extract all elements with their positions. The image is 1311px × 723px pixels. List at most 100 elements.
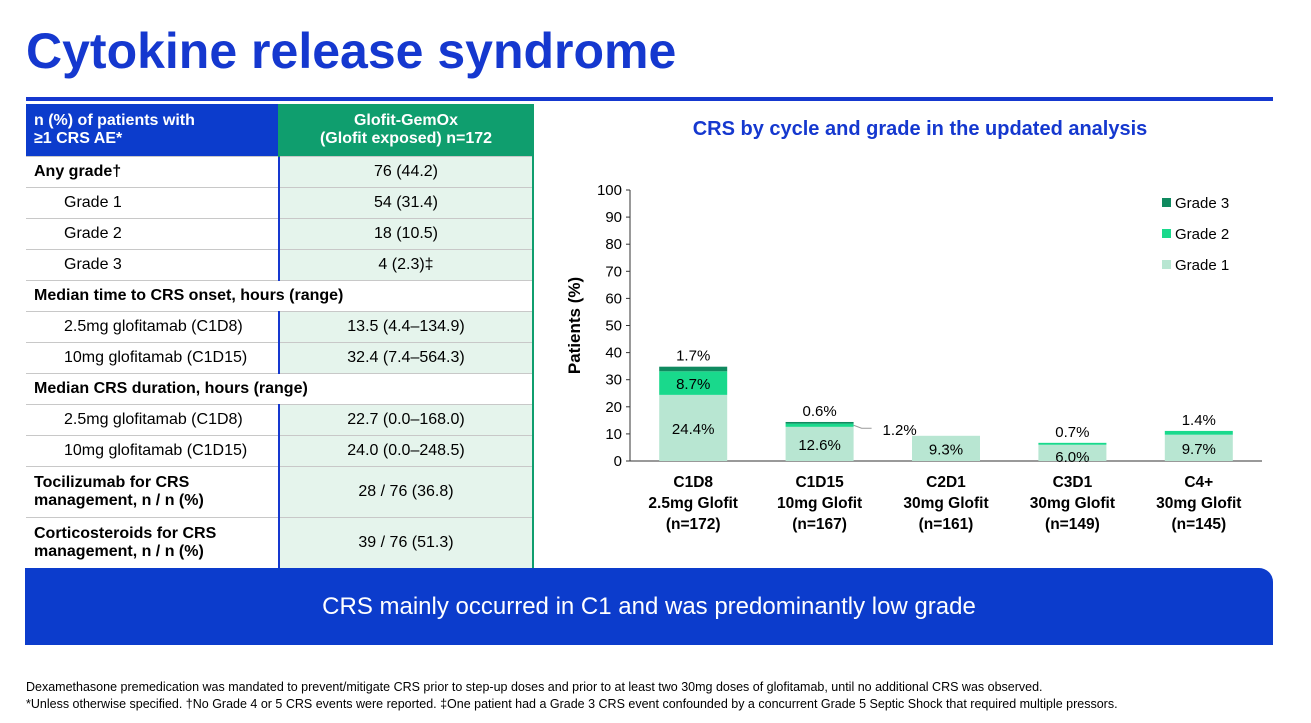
y-tick-label: 30 <box>605 372 622 389</box>
row-label: 2.5mg glofitamab (C1D8) <box>26 311 279 343</box>
title-divider <box>26 97 1273 101</box>
y-tick-label: 40 <box>605 345 622 362</box>
header-left-line: n (%) of patients with <box>34 111 195 129</box>
header-left-line: ≥1 CRS AE* <box>34 129 123 147</box>
row-label: Grade 2 <box>26 218 279 250</box>
leader-line <box>853 424 872 429</box>
row-label: Grade 1 <box>26 187 279 219</box>
header-right: Glofit-GemOx (Glofit exposed) n=172 <box>278 104 534 157</box>
legend-swatch <box>1162 229 1171 238</box>
row-label: 10mg glofitamab (C1D15) <box>26 342 279 374</box>
row-label: Tocilizumab for CRS management, n / n (%… <box>26 466 279 518</box>
data-label: 0.6% <box>802 403 836 420</box>
row-label: Median time to CRS onset, hours (range) <box>26 280 534 312</box>
row-label: Any grade† <box>26 156 279 188</box>
row-value: 18 (10.5) <box>278 218 534 250</box>
y-tick-label: 100 <box>597 182 622 199</box>
x-tick-label: 10mg Glofit <box>777 495 862 512</box>
x-tick-label: C2D1 <box>926 474 966 491</box>
bar-grade-1 <box>912 435 980 461</box>
table-header: n (%) of patients with ≥1 CRS AE* Glofit-… <box>26 104 534 157</box>
data-label: 12.6% <box>798 437 841 454</box>
table-row: Corticosteroids for CRS management, n / … <box>26 517 534 569</box>
bar-grade-3 <box>785 421 854 424</box>
x-tick-label: 2.5mg Glofit <box>648 495 738 512</box>
data-label: 6.0% <box>1055 449 1089 466</box>
x-tick-label: 30mg Glofit <box>1156 495 1241 512</box>
y-tick-label: 60 <box>605 290 622 307</box>
data-label: 9.3% <box>929 441 963 458</box>
header-right-line: (Glofit exposed) n=172 <box>319 129 493 147</box>
data-label: 0.7% <box>1055 424 1089 441</box>
bar-grade-1 <box>1038 444 1107 461</box>
y-tick-label: 70 <box>605 263 622 280</box>
x-tick-label: (n=161) <box>919 516 974 533</box>
row-value: 13.5 (4.4–134.9) <box>278 311 534 343</box>
table-row: 2.5mg glofitamab (C1D8) 22.7 (0.0–168.0) <box>26 404 534 436</box>
row-label: Corticosteroids for CRS management, n / … <box>26 517 279 569</box>
summary-banner: CRS mainly occurred in C1 and was predom… <box>25 568 1273 645</box>
chart-title: CRS by cycle and grade in the updated an… <box>692 118 1148 140</box>
table-row: 10mg glofitamab (C1D15) 32.4 (7.4–564.3) <box>26 342 534 374</box>
row-value: 24.0 (0.0–248.5) <box>278 435 534 467</box>
table-row: Grade 1 54 (31.4) <box>26 187 534 219</box>
row-value: 76 (44.2) <box>278 156 534 188</box>
footnote: *Unless otherwise specified. †No Grade 4… <box>26 697 1118 711</box>
x-tick-label: (n=149) <box>1045 516 1100 533</box>
legend-swatch <box>1162 260 1171 269</box>
table-row: Tocilizumab for CRS management, n / n (%… <box>26 466 534 518</box>
x-tick-label: (n=145) <box>1171 516 1226 533</box>
x-tick-label: C3D1 <box>1053 474 1093 491</box>
y-tick-label: 20 <box>605 399 622 416</box>
bar-grade-2 <box>1038 442 1107 445</box>
row-value: 28 / 76 (36.8) <box>278 466 534 518</box>
bar-grade-2 <box>659 371 728 395</box>
row-value: 32.4 (7.4–564.3) <box>278 342 534 374</box>
bar-grade-1 <box>659 394 728 461</box>
table-row: 2.5mg glofitamab (C1D8) 13.5 (4.4–134.9) <box>26 311 534 343</box>
table-row: 10mg glofitamab (C1D15) 24.0 (0.0–248.5) <box>26 435 534 467</box>
y-tick-label: 10 <box>605 426 622 443</box>
row-label: 2.5mg glofitamab (C1D8) <box>26 404 279 436</box>
header-left: n (%) of patients with ≥1 CRS AE* <box>26 104 279 157</box>
legend-label: Grade 1 <box>1175 257 1229 274</box>
x-tick-label: C4+ <box>1184 474 1213 491</box>
table-row: Median time to CRS onset, hours (range) <box>26 280 534 312</box>
table-row: Any grade† 76 (44.2) <box>26 156 534 188</box>
data-label: 1.2% <box>882 422 916 439</box>
footnotes: Dexamethasone premedication was mandated… <box>26 679 1118 713</box>
x-tick-label: (n=167) <box>792 516 847 533</box>
bar-grade-2 <box>1164 430 1233 435</box>
legend-swatch <box>1162 198 1171 207</box>
row-value: 4 (2.3)‡ <box>278 249 534 281</box>
data-label: 8.7% <box>676 376 710 393</box>
y-tick-label: 0 <box>614 453 622 470</box>
bar-grade-3 <box>659 366 728 372</box>
crs-chart: 0 10 20 30 40 50 60 70 80 90 100 Patients (%) 24.4% 8… <box>565 182 1262 533</box>
y-axis-label: Patients (%) <box>565 277 584 374</box>
header-right-line: Glofit-GemOx <box>353 111 458 129</box>
row-label: Median CRS duration, hours (range) <box>26 373 534 405</box>
x-tick-label: 30mg Glofit <box>1030 495 1115 512</box>
row-value: 54 (31.4) <box>278 187 534 219</box>
y-tick-label: 90 <box>605 209 622 226</box>
data-label: 1.4% <box>1182 412 1216 429</box>
row-label: Grade 3 <box>26 249 279 281</box>
x-tick-label: (n=172) <box>666 516 721 533</box>
bar-grade-2 <box>785 423 854 427</box>
data-label: 1.7% <box>676 348 710 365</box>
x-tick-label: C1D8 <box>673 474 713 491</box>
page-title: Cytokine release syndrome <box>26 23 677 79</box>
legend-label: Grade 2 <box>1175 226 1229 243</box>
x-tick-label: 30mg Glofit <box>903 495 988 512</box>
y-tick-label: 80 <box>605 236 622 253</box>
data-label: 24.4% <box>672 421 715 438</box>
row-value: 22.7 (0.0–168.0) <box>278 404 534 436</box>
bar-grade-1 <box>785 426 854 461</box>
footnote: Dexamethasone premedication was mandated… <box>26 680 1043 694</box>
data-label: 9.7% <box>1182 441 1216 458</box>
x-tick-label: C1D15 <box>795 474 844 491</box>
table-row: Grade 2 18 (10.5) <box>26 218 534 250</box>
crs-table: n (%) of patients with ≥1 CRS AE* Glofit-… <box>26 104 534 569</box>
